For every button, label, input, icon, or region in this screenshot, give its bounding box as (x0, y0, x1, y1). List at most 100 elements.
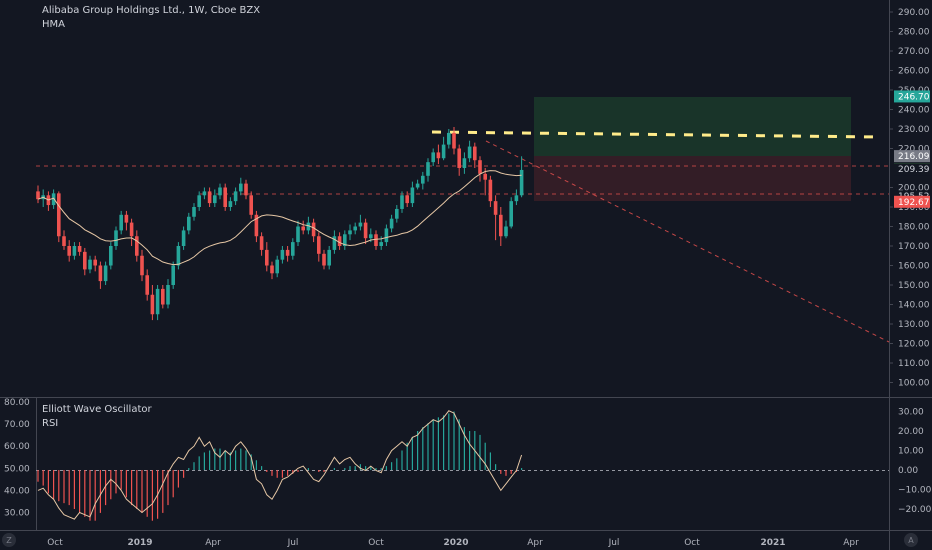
ewo-tick-label: −20.00 (898, 505, 932, 515)
candle (462, 152, 467, 174)
candle (285, 246, 290, 262)
price-tick-label: 150.00 (898, 281, 930, 291)
price-badge: 216.09 (894, 150, 930, 163)
candle (514, 189, 519, 206)
candle (410, 181, 415, 207)
price-tick-label: 130.00 (898, 320, 930, 330)
candle (343, 230, 347, 250)
candle (207, 187, 212, 207)
time-tick-label: Jul (287, 538, 299, 548)
profit-zone[interactable] (534, 97, 851, 156)
candle (265, 242, 269, 272)
ewo-histogram (37, 411, 523, 521)
price-tick-label: 170.00 (898, 242, 930, 252)
price-tick-label: 160.00 (898, 262, 930, 272)
rsi-axis[interactable]: 80.00 70.00 60.00 50.00 40.00 30.00 (4, 398, 30, 519)
ewo-tick-label: −10.00 (898, 486, 932, 496)
price-tick-label: 220.00 (898, 145, 930, 155)
auto-scale-right-button[interactable]: A (904, 533, 918, 547)
candle (395, 205, 399, 223)
candle (400, 191, 404, 213)
candle (291, 238, 295, 260)
right-button-label: A (908, 536, 914, 545)
candle (426, 158, 430, 182)
svg-text:209.39: 209.39 (898, 165, 930, 175)
time-tick-label: 2020 (443, 538, 468, 548)
price-tick-label: 290.00 (898, 8, 930, 18)
candle (327, 246, 331, 270)
candle (301, 220, 305, 235)
candle (150, 285, 155, 321)
price-tick-label: 190.00 (898, 203, 930, 213)
trend-line[interactable] (485, 140, 890, 343)
candle (202, 187, 207, 200)
price-tick-label: 140.00 (898, 301, 930, 311)
price-badge: 246.70 (894, 90, 930, 103)
candle (473, 142, 477, 168)
candle (155, 285, 160, 321)
candle (124, 210, 129, 231)
candles-group (36, 127, 524, 321)
candle (317, 232, 321, 262)
auto-scale-left-button[interactable]: Z (2, 533, 16, 547)
candle (77, 242, 82, 256)
candle (337, 232, 342, 250)
rsi-tick-label: 70.00 (4, 420, 30, 430)
candle (389, 214, 394, 233)
time-axis[interactable]: Oct 2019 Apr Jul Oct 2020 Apr Jul Oct 2021 Apr (47, 538, 859, 548)
ewo-tick-label: 10.00 (898, 447, 924, 457)
candle (452, 127, 456, 155)
candle (233, 187, 238, 206)
candle (223, 183, 227, 211)
candle (62, 230, 66, 250)
candle (311, 218, 316, 243)
candle (488, 175, 493, 207)
candle (72, 242, 77, 260)
time-tick-label: 2021 (760, 538, 785, 548)
candle (275, 255, 279, 278)
time-tick-label: Oct (368, 538, 384, 548)
candle (493, 195, 498, 241)
price-tick-label: 120.00 (898, 340, 930, 350)
rsi-tick-label: 30.00 (4, 509, 30, 519)
price-badge: 209.39 (894, 163, 930, 176)
ewo-legend[interactable]: Elliott Wave Oscillator (42, 404, 152, 415)
candle (483, 168, 487, 196)
rsi-legend[interactable]: RSI (42, 418, 59, 429)
target-line[interactable] (431, 130, 881, 139)
candle (384, 224, 389, 246)
candle (197, 191, 201, 211)
hma-legend[interactable]: HMA (42, 19, 65, 30)
candle (363, 218, 368, 245)
svg-text:192.67: 192.67 (898, 198, 930, 208)
symbol-title[interactable]: Alibaba Group Holdings Ltd., 1W, Cboe BZ… (42, 5, 261, 16)
time-tick-label: Apr (843, 538, 859, 548)
candle (441, 136, 446, 161)
candle (259, 232, 264, 256)
candle (254, 210, 259, 243)
rsi-tick-label: 80.00 (4, 398, 30, 408)
candle (176, 242, 181, 270)
price-tick-label: 100.00 (898, 379, 930, 389)
candle (270, 261, 274, 280)
candle (129, 218, 134, 246)
candle (358, 214, 363, 231)
time-tick-label: Oct (684, 538, 700, 548)
price-axis[interactable]: 290.00280.00270.00260.00250.00240.00230.… (889, 8, 930, 389)
candle (431, 148, 435, 167)
candle (296, 220, 300, 246)
price-tick-label: 200.00 (898, 184, 930, 194)
rsi-tick-label: 60.00 (4, 442, 30, 452)
time-tick-label: Apr (205, 538, 221, 548)
hma-line (37, 170, 522, 266)
candle (499, 207, 503, 246)
price-tick-label: 180.00 (898, 223, 930, 233)
candle (88, 255, 92, 274)
price-tick-label: 260.00 (898, 67, 930, 77)
rsi-line (37, 410, 523, 520)
ewo-axis[interactable]: 30.00 20.00 10.00 0.00 −10.00 −20.00 (898, 408, 932, 516)
candle (36, 185, 40, 204)
